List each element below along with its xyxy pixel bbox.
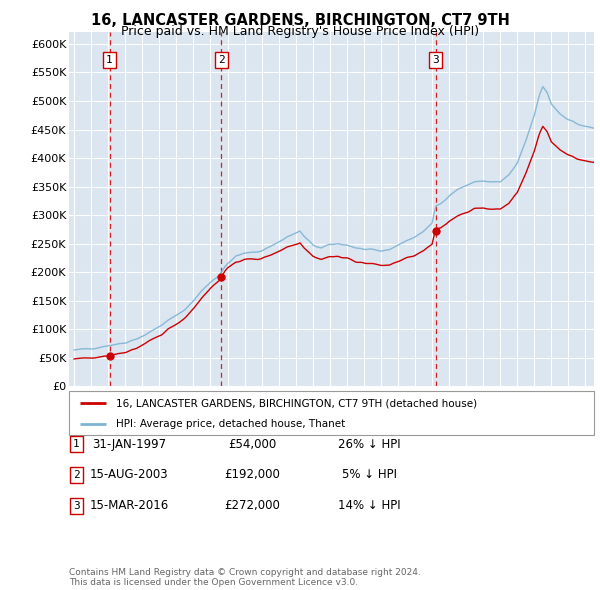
Text: £192,000: £192,000 [224,468,280,481]
Text: 5% ↓ HPI: 5% ↓ HPI [341,468,397,481]
Text: Contains HM Land Registry data © Crown copyright and database right 2024.
This d: Contains HM Land Registry data © Crown c… [69,568,421,587]
Text: 26% ↓ HPI: 26% ↓ HPI [338,438,400,451]
Text: 2: 2 [218,55,224,65]
Text: 31-JAN-1997: 31-JAN-1997 [92,438,166,451]
Text: 16, LANCASTER GARDENS, BIRCHINGTON, CT7 9TH: 16, LANCASTER GARDENS, BIRCHINGTON, CT7 … [91,13,509,28]
Text: 14% ↓ HPI: 14% ↓ HPI [338,499,400,512]
Text: Price paid vs. HM Land Registry's House Price Index (HPI): Price paid vs. HM Land Registry's House … [121,25,479,38]
Text: £272,000: £272,000 [224,499,280,512]
Text: 1: 1 [73,440,80,449]
Text: 16, LANCASTER GARDENS, BIRCHINGTON, CT7 9TH (detached house): 16, LANCASTER GARDENS, BIRCHINGTON, CT7 … [116,398,478,408]
Text: 3: 3 [73,501,80,510]
Text: 1: 1 [106,55,113,65]
Text: 2: 2 [73,470,80,480]
Text: 15-AUG-2003: 15-AUG-2003 [89,468,169,481]
Text: HPI: Average price, detached house, Thanet: HPI: Average price, detached house, Than… [116,419,346,430]
Text: £54,000: £54,000 [228,438,276,451]
FancyBboxPatch shape [69,391,594,435]
Text: 15-MAR-2016: 15-MAR-2016 [89,499,169,512]
Text: 3: 3 [432,55,439,65]
